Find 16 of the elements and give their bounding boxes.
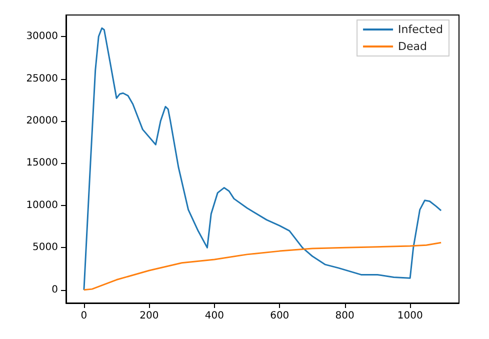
- y-tick-label: 15000: [26, 158, 58, 169]
- legend-label: Infected: [398, 23, 443, 36]
- x-tick-label: 200: [140, 310, 159, 322]
- x-tick-label: 0: [80, 310, 88, 322]
- y-tick-label: 10000: [26, 200, 58, 211]
- x-tick-label: 400: [204, 310, 224, 322]
- line-series: [83, 242, 442, 291]
- x-tick-label: 1000: [397, 310, 423, 322]
- y-tick-label: 30000: [26, 31, 58, 42]
- y-tick-label: 20000: [26, 115, 58, 126]
- legend-label: Dead: [398, 40, 427, 53]
- x-tick-label: 800: [335, 310, 354, 322]
- x-tick-label: 600: [270, 310, 290, 322]
- y-tick-label: 5000: [32, 242, 58, 254]
- y-tick-label: 25000: [26, 73, 58, 84]
- y-tick-label: 0: [52, 284, 58, 296]
